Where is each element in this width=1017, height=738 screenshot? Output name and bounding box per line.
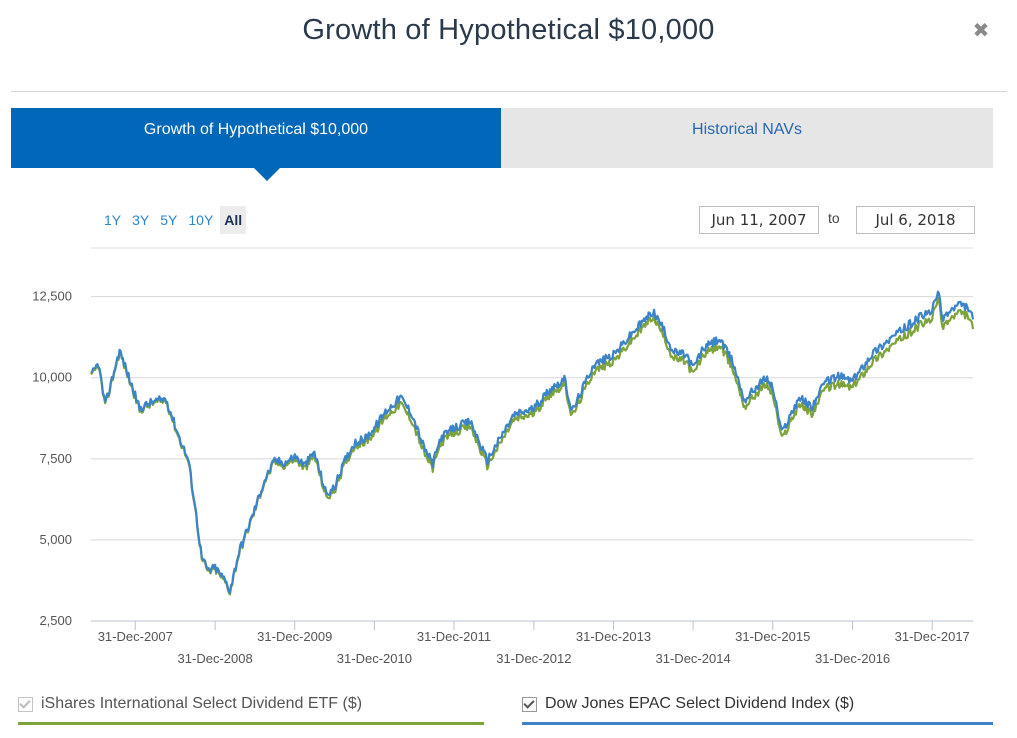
active-tab-indicator: [254, 168, 280, 181]
x-tick-label: 31-Dec-2017: [895, 629, 970, 644]
x-tick-label: 31-Dec-2009: [257, 629, 332, 644]
y-tick-label: 10,000: [32, 370, 72, 385]
growth-line-chart: 2,500 5,000 7,500 10,000 12,500 31-Dec-2007 31…: [32, 247, 975, 666]
x-tick-label: 31-Dec-2008: [178, 651, 253, 666]
legend-checkbox-ishares[interactable]: [18, 696, 33, 712]
y-tick-label: 5,000: [39, 532, 72, 547]
y-tick-label: 12,500: [32, 289, 72, 304]
close-icon[interactable]: ✖: [972, 20, 990, 42]
y-tick-label: 7,500: [39, 451, 72, 466]
x-tick-label: 31-Dec-2015: [735, 629, 810, 644]
x-tick-label: 31-Dec-2010: [337, 651, 412, 666]
range-selector: 1Y 3Y 5Y 10Y All: [100, 205, 249, 235]
x-tick-label: 31-Dec-2012: [496, 651, 571, 666]
range-all[interactable]: All: [220, 206, 247, 234]
x-tick-label: 31-Dec-2016: [815, 651, 890, 666]
legend-label-dow-jones: Dow Jones EPAC Select Dividend Index ($): [545, 695, 855, 712]
tab-bar: Growth of Hypothetical $10,000 Historica…: [11, 108, 993, 181]
range-10y[interactable]: 10Y: [188, 212, 214, 228]
x-tick-label: 31-Dec-2014: [656, 651, 731, 666]
series-line-dow-jones: [90, 290, 975, 594]
legend-item-dow-jones-index[interactable]: Dow Jones EPAC Select Dividend Index ($): [522, 690, 993, 725]
y-tick-label: 2,500: [39, 613, 72, 628]
divider: [11, 91, 1007, 92]
range-5y[interactable]: 5Y: [160, 212, 178, 228]
series-line-ishares: [90, 297, 975, 596]
x-tick-label: 31-Dec-2007: [98, 629, 173, 644]
tab-growth[interactable]: Growth of Hypothetical $10,000: [11, 108, 501, 168]
range-3y[interactable]: 3Y: [132, 212, 150, 228]
end-date-input[interactable]: Jul 6, 2018: [856, 206, 975, 234]
x-tick-label: 31-Dec-2013: [576, 629, 651, 644]
legend-checkbox-dow-jones[interactable]: [522, 696, 537, 712]
tab-historical-navs[interactable]: Historical NAVs: [501, 108, 993, 168]
date-to-label: to: [828, 210, 840, 226]
start-date-input[interactable]: Jun 11, 2007: [699, 206, 819, 234]
modal-title: Growth of Hypothetical $10,000: [302, 14, 715, 46]
x-tick-label: 31-Dec-2011: [417, 629, 491, 644]
legend-item-ishares-etf[interactable]: iShares International Select Dividend ET…: [18, 690, 484, 725]
range-1y[interactable]: 1Y: [104, 212, 122, 228]
legend-label-ishares: iShares International Select Dividend ET…: [41, 695, 363, 712]
